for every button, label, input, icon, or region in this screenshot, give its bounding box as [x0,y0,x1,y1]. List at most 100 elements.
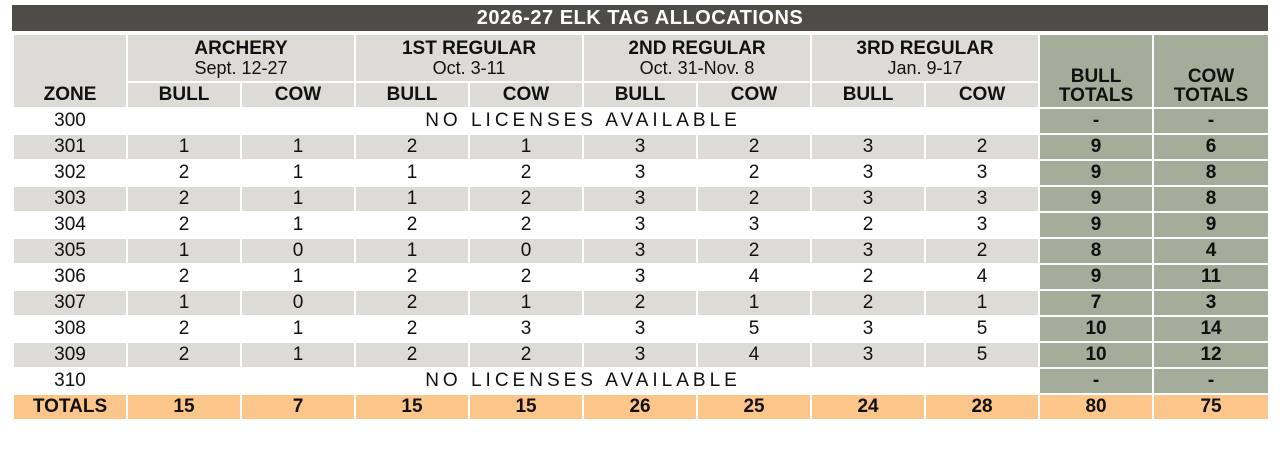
value-cell: 2 [354,211,470,239]
no-licenses-note: NO LICENSES AVAILABLE [125,107,1041,135]
value-cell: 1 [240,159,356,187]
value-cell: 2 [467,211,585,239]
table-row: 306 2 1 2 2 3 4 2 4 9 11 [12,263,1271,291]
zone-cell: 302 [12,159,128,187]
group-header-2nd-regular: 2ND REGULAR Oct. 31-Nov. 8 [582,33,813,83]
value-cell: 2 [924,133,1041,161]
total-value-cell: 25 [696,393,813,421]
table-title: 2026-27 ELK TAG ALLOCATIONS [12,5,1268,31]
value-cell: 1 [467,133,585,161]
no-licenses-note: NO LICENSES AVAILABLE [125,367,1041,395]
bull-totals-header: BULL TOTALS [1038,33,1155,109]
bull-total-cell: 8 [1038,237,1155,265]
value-cell: 2 [696,159,813,187]
header-line: COW [1187,66,1235,87]
table-body: 300 NO LICENSES AVAILABLE - - 301 1 1 2 … [12,107,1271,421]
value-cell: 2 [810,263,927,291]
value-cell: 1 [240,185,356,213]
total-value-cell: 24 [810,393,927,421]
zone-cell: 305 [12,237,128,265]
bull-total-cell: 9 [1038,263,1155,291]
cow-total-cell: 11 [1152,263,1271,291]
cow-total-cell: 4 [1152,237,1271,265]
value-cell: 0 [240,237,356,265]
zone-cell: 301 [12,133,128,161]
bull-total-cell: - [1038,107,1155,135]
value-cell: 3 [810,133,927,161]
table-row: 300 NO LICENSES AVAILABLE - - [12,107,1271,135]
value-cell: 2 [696,185,813,213]
totals-label: TOTALS [12,393,128,421]
group-name: 3RD REGULAR [856,37,994,59]
value-cell: 1 [240,263,356,291]
zone-cell: 309 [12,341,128,369]
table-row: 309 2 1 2 2 3 4 3 5 10 12 [12,341,1271,369]
zone-cell: 308 [12,315,128,343]
value-cell: 3 [582,263,699,291]
sub-header-cow: COW [696,81,813,109]
bull-total-cell: 9 [1038,159,1155,187]
value-cell: 1 [354,237,470,265]
value-cell: 4 [696,341,813,369]
bull-total-cell: 10 [1038,341,1155,369]
bull-total-cell: 9 [1038,133,1155,161]
value-cell: 2 [126,341,242,369]
totals-row: TOTALS 15 7 15 15 26 25 24 28 80 75 [12,393,1271,421]
allocations-table: ZONE ARCHERY Sept. 12-27 1ST REGULAR Oct… [12,33,1271,421]
total-value-cell: 15 [467,393,585,421]
table-row: 302 2 1 1 2 3 2 3 3 9 8 [12,159,1271,187]
value-cell: 2 [126,159,242,187]
bull-total-cell: 10 [1038,315,1155,343]
value-cell: 4 [924,263,1041,291]
cow-total-cell: 3 [1152,289,1271,317]
value-cell: 1 [126,237,242,265]
table-row: 303 2 1 1 2 3 2 3 3 9 8 [12,185,1271,213]
value-cell: 1 [240,133,356,161]
value-cell: 3 [810,185,927,213]
zone-cell: 306 [12,263,128,291]
cow-total-cell: 9 [1152,211,1271,239]
group-header-archery: ARCHERY Sept. 12-27 [126,33,356,83]
value-cell: 3 [810,159,927,187]
value-cell: 3 [696,211,813,239]
total-value-cell: 7 [240,393,356,421]
grand-bull-total: 80 [1038,393,1155,421]
sub-header-cow: COW [240,81,356,109]
value-cell: 1 [240,211,356,239]
value-cell: 3 [924,185,1041,213]
table-row: 307 1 0 2 1 2 1 2 1 7 3 [12,289,1271,317]
cow-total-cell: 8 [1152,185,1271,213]
zone-cell: 307 [12,289,128,317]
total-value-cell: 15 [354,393,470,421]
value-cell: 2 [354,263,470,291]
sub-header-bull: BULL [582,81,699,109]
value-cell: 0 [240,289,356,317]
total-value-cell: 28 [924,393,1041,421]
group-header-1st-regular: 1ST REGULAR Oct. 3-11 [353,33,585,83]
value-cell: 3 [924,159,1041,187]
value-cell: 3 [467,315,585,343]
value-cell: 2 [354,341,470,369]
value-cell: 3 [582,237,699,265]
table-row: 305 1 0 1 0 3 2 3 2 8 4 [12,237,1271,265]
zone-cell: 310 [12,367,128,395]
table-row: 308 2 1 2 3 3 5 3 5 10 14 [12,315,1271,343]
value-cell: 2 [354,133,470,161]
value-cell: 0 [467,237,585,265]
value-cell: 1 [354,185,470,213]
sub-header-cow: COW [467,81,585,109]
value-cell: 4 [696,263,813,291]
grand-cow-total: 75 [1152,393,1271,421]
value-cell: 5 [696,315,813,343]
value-cell: 3 [582,315,699,343]
value-cell: 2 [467,159,585,187]
cow-totals-header: COW TOTALS [1152,33,1271,109]
value-cell: 1 [126,133,242,161]
group-name: 2ND REGULAR [628,37,766,59]
group-header-3rd-regular: 3RD REGULAR Jan. 9-17 [810,33,1041,83]
value-cell: 2 [126,185,242,213]
sub-header-bull: BULL [810,81,927,109]
zone-header: ZONE [12,33,128,109]
sub-header-cow: COW [924,81,1041,109]
value-cell: 2 [126,315,242,343]
